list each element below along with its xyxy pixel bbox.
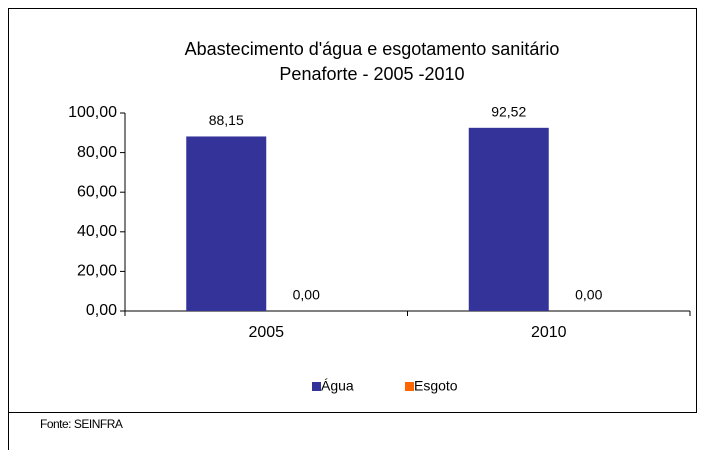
chart-title: Abastecimento d'água e esgotamento sanit… <box>185 39 560 59</box>
bar <box>186 136 267 311</box>
x-tick-label: 2005 <box>248 324 284 341</box>
legend-swatch <box>405 382 414 391</box>
legend-label: Esgoto <box>414 378 458 394</box>
legend-swatch <box>312 382 321 391</box>
y-tick-label: 100,00 <box>68 104 117 121</box>
source: Fonte: SEINFRA <box>40 417 123 431</box>
y-tick-label: 40,00 <box>77 223 117 240</box>
y-tick-label: 20,00 <box>77 263 117 280</box>
data-label: 0,00 <box>293 287 320 303</box>
y-tick-label: 60,00 <box>77 183 117 200</box>
data-label: 92,52 <box>491 104 526 120</box>
x-tick-label: 2010 <box>531 324 567 341</box>
legend-label: Água <box>321 378 354 394</box>
y-tick-label: 0,00 <box>86 302 117 319</box>
y-tick-label: 80,00 <box>77 144 117 161</box>
data-label: 0,00 <box>575 287 602 303</box>
chart-subtitle: Penaforte - 2005 -2010 <box>279 64 464 84</box>
chart-frame <box>8 8 697 413</box>
bar <box>468 127 549 312</box>
data-label: 88,15 <box>209 112 244 128</box>
